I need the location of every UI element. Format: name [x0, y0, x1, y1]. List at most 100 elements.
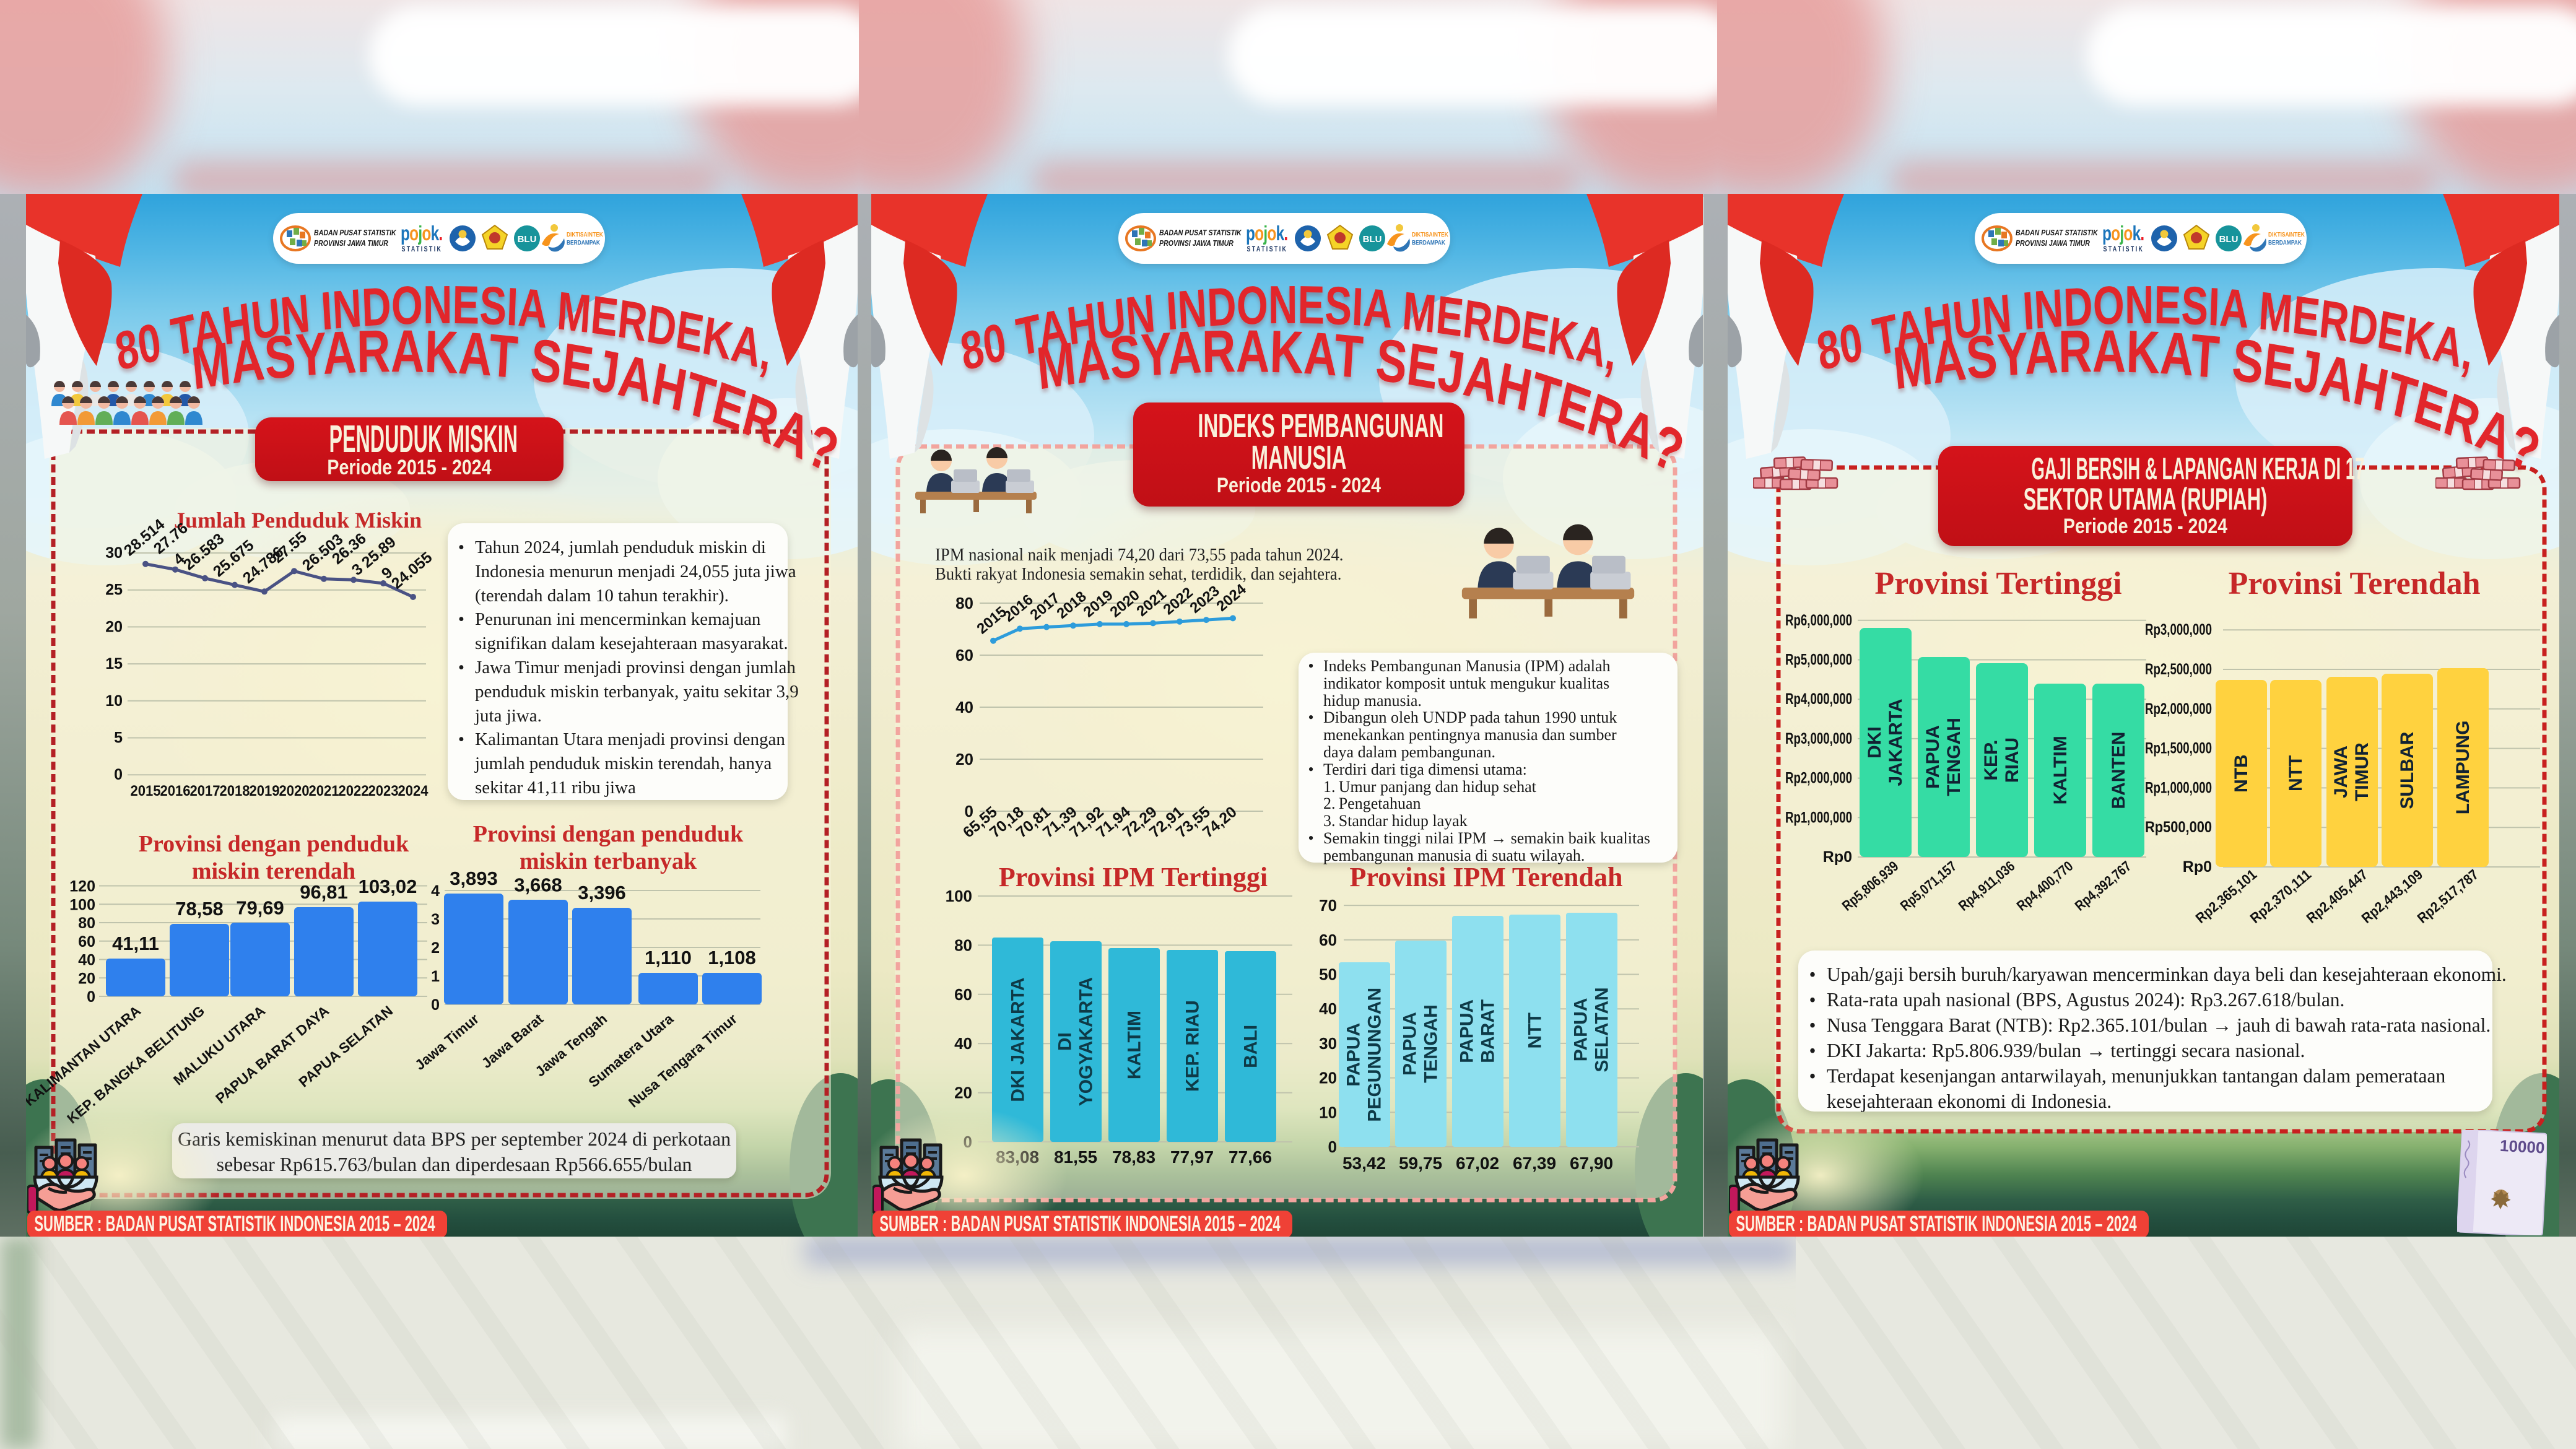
svg-text:pojok.: pojok. — [1246, 223, 1287, 245]
svg-text:67,02: 67,02 — [1456, 1154, 1499, 1173]
svg-text:77,97: 77,97 — [1170, 1147, 1214, 1167]
svg-text:Rp2,000,000: Rp2,000,000 — [1785, 770, 1852, 787]
svg-text:DIKTISAINTEK: DIKTISAINTEK — [567, 231, 603, 238]
svg-text:2020: 2020 — [279, 783, 310, 799]
svg-text:103,02: 103,02 — [359, 876, 417, 897]
svg-text:PAPUA: PAPUA — [1400, 1012, 1421, 1076]
svg-text:BANTEN: BANTEN — [2108, 732, 2129, 809]
svg-text:53,42: 53,42 — [1342, 1154, 1386, 1173]
svg-text:60: 60 — [78, 933, 95, 951]
svg-text:1,108: 1,108 — [708, 947, 756, 968]
svg-text:BALI: BALI — [1241, 1025, 1261, 1068]
svg-text:LAMPUNG: LAMPUNG — [2453, 721, 2473, 815]
svg-text:JAKARTA: JAKARTA — [1886, 698, 1906, 786]
svg-text:100: 100 — [69, 896, 95, 913]
svg-text:BERDAMPAK: BERDAMPAK — [2268, 239, 2302, 246]
svg-text:40: 40 — [78, 952, 95, 969]
svg-text:2: 2 — [431, 939, 440, 957]
svg-text:0: 0 — [114, 766, 123, 783]
svg-text:YOGYAKARTA: YOGYAKARTA — [1076, 977, 1097, 1106]
svg-text:15: 15 — [105, 655, 123, 672]
svg-text:5: 5 — [114, 729, 123, 747]
svg-text:96,81: 96,81 — [300, 881, 348, 903]
svg-text:2022: 2022 — [339, 783, 369, 799]
svg-text:pojok.: pojok. — [2102, 223, 2144, 245]
svg-text:BADAN PUSAT STATISTIK: BADAN PUSAT STATISTIK — [1159, 228, 1242, 237]
svg-text:Rp1,000,000: Rp1,000,000 — [1785, 809, 1852, 826]
svg-text:STATISTIK: STATISTIK — [1247, 245, 1287, 254]
svg-text:120: 120 — [69, 878, 95, 895]
svg-text:BLU: BLU — [518, 234, 537, 245]
svg-text:TIMUR: TIMUR — [2352, 742, 2372, 801]
svg-text:67,39: 67,39 — [1513, 1154, 1556, 1173]
svg-text:2019: 2019 — [250, 783, 280, 799]
svg-text:Jawa Barat: Jawa Barat — [478, 1011, 546, 1071]
svg-text:SULBAR: SULBAR — [2397, 731, 2417, 809]
svg-text:20: 20 — [1319, 1069, 1337, 1087]
svg-text:KEP.: KEP. — [1981, 740, 2001, 781]
svg-text:3,893: 3,893 — [450, 868, 498, 889]
svg-text:2023: 2023 — [368, 783, 399, 799]
svg-text:80: 80 — [78, 915, 95, 932]
svg-text:Rp1,000,000: Rp1,000,000 — [2145, 779, 2212, 796]
svg-text:PAPUA: PAPUA — [1923, 725, 1943, 789]
svg-text:Rp5,806,939: Rp5,806,939 — [1839, 858, 1902, 914]
svg-text:KALTIM: KALTIM — [2050, 736, 2071, 804]
svg-text:Rp500,000: Rp500,000 — [2145, 819, 2212, 836]
svg-text:0: 0 — [431, 996, 440, 1014]
svg-text:TENGAH: TENGAH — [1421, 1004, 1442, 1083]
svg-text:Rp6,000,000: Rp6,000,000 — [1785, 612, 1852, 629]
svg-text:10000: 10000 — [2499, 1136, 2545, 1157]
svg-text:PAPUA BARAT DAYA: PAPUA BARAT DAYA — [212, 1003, 332, 1107]
svg-text:DKI: DKI — [1865, 726, 1885, 759]
svg-text:3: 3 — [431, 911, 440, 928]
svg-text:4: 4 — [431, 882, 440, 900]
svg-text:Rp2,000,000: Rp2,000,000 — [2145, 700, 2212, 718]
svg-text:1,110: 1,110 — [645, 947, 692, 968]
svg-text:10: 10 — [1319, 1103, 1337, 1121]
svg-text:2021: 2021 — [309, 783, 339, 799]
svg-text:BADAN PUSAT STATISTIK: BADAN PUSAT STATISTIK — [2016, 228, 2099, 237]
svg-text:Rp4,400,770: Rp4,400,770 — [2014, 858, 2076, 914]
svg-text:59,75: 59,75 — [1399, 1154, 1442, 1173]
svg-text:TENGAH: TENGAH — [1944, 718, 1964, 796]
svg-text:60: 60 — [954, 985, 972, 1004]
svg-text:KEP. RIAU: KEP. RIAU — [1183, 1000, 1203, 1092]
svg-text:PEGUNUNGAN: PEGUNUNGAN — [1365, 988, 1385, 1122]
svg-text:77,66: 77,66 — [1229, 1147, 1272, 1167]
svg-text:Rp1,500,000: Rp1,500,000 — [2145, 740, 2212, 757]
svg-text:3,396: 3,396 — [578, 882, 626, 903]
svg-text:2015: 2015 — [131, 783, 161, 799]
svg-text:DI: DI — [1055, 1032, 1076, 1051]
svg-text:60: 60 — [1319, 931, 1337, 949]
svg-text:20: 20 — [955, 750, 973, 768]
svg-text:30: 30 — [105, 544, 123, 562]
svg-text:PAPUA: PAPUA — [1457, 999, 1477, 1063]
svg-text:NTT: NTT — [2286, 755, 2306, 791]
svg-text:PROVINSI JAWA TIMUR: PROVINSI JAWA TIMUR — [2016, 239, 2091, 248]
svg-text:Rp2,500,000: Rp2,500,000 — [2145, 661, 2212, 678]
svg-text:DKI JAKARTA: DKI JAKARTA — [1008, 978, 1029, 1102]
svg-text:Rp3,000,000: Rp3,000,000 — [1785, 730, 1852, 747]
svg-text:70: 70 — [1319, 896, 1337, 915]
svg-text:Rp0: Rp0 — [2183, 858, 2212, 876]
svg-text:20: 20 — [105, 618, 123, 635]
svg-text:100: 100 — [946, 887, 972, 905]
svg-text:50: 50 — [1319, 965, 1337, 984]
svg-text:PAPUA: PAPUA — [1344, 1023, 1364, 1087]
svg-text:Jawa Timur: Jawa Timur — [412, 1011, 482, 1073]
svg-text:KALTIM: KALTIM — [1125, 1011, 1145, 1079]
svg-text:40: 40 — [955, 698, 973, 716]
svg-text:DIKTISAINTEK: DIKTISAINTEK — [2268, 231, 2305, 238]
svg-text:Rp2,517,787: Rp2,517,787 — [2414, 866, 2482, 926]
svg-text:24.055: 24.055 — [388, 549, 436, 593]
svg-text:3,668: 3,668 — [514, 874, 562, 895]
svg-text:0: 0 — [1328, 1138, 1337, 1156]
svg-text:2024: 2024 — [398, 783, 429, 799]
svg-text:Rp4,000,000: Rp4,000,000 — [1785, 690, 1852, 708]
svg-text:2024: 2024 — [1214, 581, 1250, 615]
svg-text:Rp4,392,767: Rp4,392,767 — [2072, 858, 2134, 914]
svg-text:79,69: 79,69 — [236, 897, 284, 918]
svg-text:78,83: 78,83 — [1112, 1147, 1155, 1167]
svg-text:SELATAN: SELATAN — [1592, 987, 1612, 1072]
